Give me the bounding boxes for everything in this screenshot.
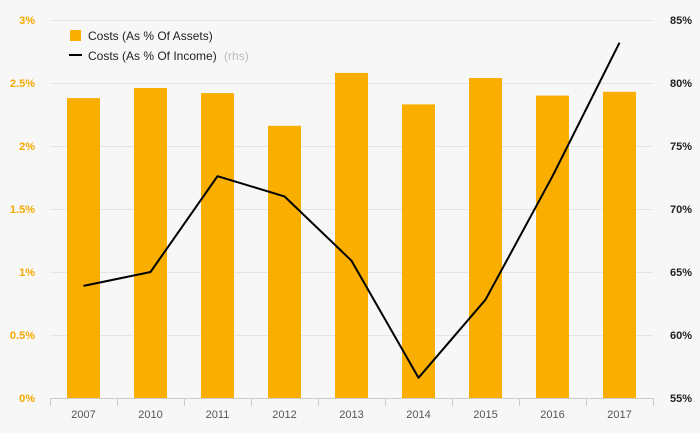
bar-2017 — [603, 91, 636, 399]
y-left-tick-label: 1.5% — [10, 204, 35, 216]
legend-label-income-text: Costs (As % Of Income) — [88, 49, 217, 63]
x-tick-label: 2016 — [540, 409, 564, 421]
y-left-tick-label: 1% — [19, 267, 35, 279]
y-left-tick-label: 3% — [19, 15, 35, 27]
y-left-tick-label: 0.5% — [10, 330, 35, 342]
y-left-tick-label: 2.5% — [10, 78, 35, 90]
bar-2010 — [134, 88, 167, 398]
legend: Costs (As % Of Assets) Costs (As % Of In… — [69, 29, 249, 63]
x-tick-label: 2017 — [607, 409, 631, 421]
legend-label-income: Costs (As % Of Income) (rhs) — [88, 49, 249, 63]
x-tick-label: 2011 — [206, 409, 230, 421]
y-right-tick-label: 65% — [670, 267, 692, 279]
y-right-tick-label: 60% — [670, 330, 692, 342]
y-right-tick-label: 55% — [670, 393, 692, 405]
line-series-income — [83, 42, 621, 379]
bar-2016 — [536, 95, 569, 398]
y-right-tick-label: 75% — [670, 141, 692, 153]
axes: 2007 2010 2011 2012 2013 2014 2015 2016 2017 0% 0.… — [10, 15, 692, 421]
x-tick-label: 2010 — [138, 409, 162, 421]
x-tick-label: 2007 — [71, 409, 95, 421]
legend-label-income-suffix: (rhs) — [224, 49, 249, 63]
y-left-tick-label: 2% — [19, 141, 35, 153]
x-tick-label: 2012 — [272, 409, 296, 421]
y-right-tick-label: 85% — [670, 15, 692, 27]
legend-label-assets: Costs (As % Of Assets) — [88, 29, 213, 43]
x-tick-label: 2013 — [339, 409, 363, 421]
line-income-path — [83, 42, 621, 379]
bar-2012 — [268, 125, 301, 399]
y-right-tick-label: 70% — [670, 204, 692, 216]
x-tick-label: 2014 — [406, 409, 430, 421]
bar-2013 — [335, 72, 368, 399]
bar-series-assets — [67, 72, 636, 399]
y-right-tick-label: 80% — [670, 78, 692, 90]
bar-2007 — [67, 98, 100, 398]
legend-swatch-assets — [70, 30, 81, 41]
x-tick-label: 2015 — [473, 409, 497, 421]
bar-2014 — [402, 104, 435, 399]
y-left-tick-label: 0% — [19, 393, 35, 405]
bar-2015 — [469, 78, 502, 398]
bar-2011 — [201, 93, 234, 398]
